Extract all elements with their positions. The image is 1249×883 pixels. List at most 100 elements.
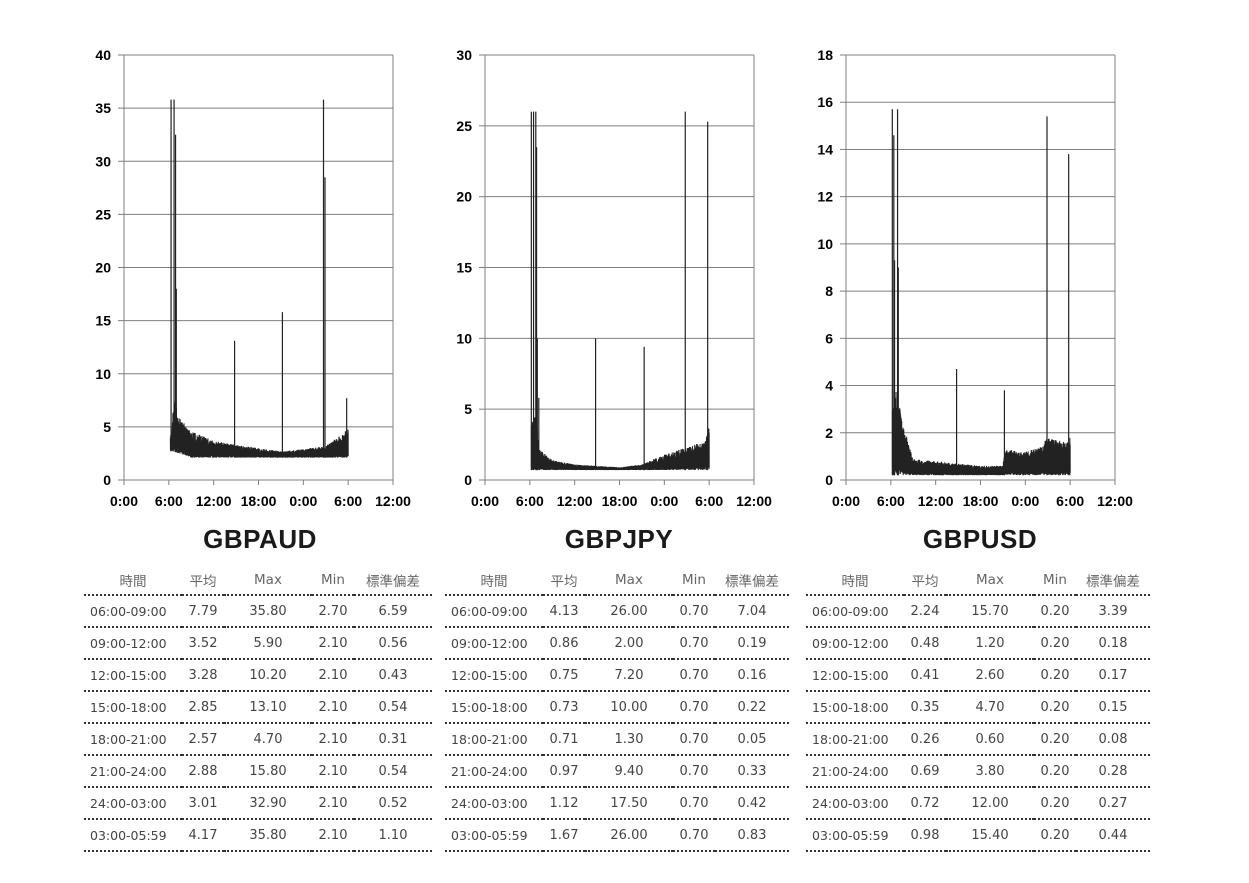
cell-time: 21:00-24:00 [806, 755, 904, 788]
cell-time: 12:00-15:00 [806, 659, 904, 692]
table-row: 15:00-18:00 2.85 13.10 2.10 0.54 [84, 691, 432, 724]
x-tick-label: 0:00 [1011, 493, 1039, 509]
x-tick-label: 12:00 [375, 493, 411, 509]
x-tick-label: 6:00 [516, 493, 544, 509]
cell-min: 2.70 [312, 594, 354, 628]
cell-max: 32.90 [224, 787, 312, 820]
y-tick-label: 14 [817, 141, 833, 157]
header-min: Min [1043, 572, 1067, 588]
x-tick-label: 18:00 [963, 493, 999, 509]
cell-max: 4.70 [224, 723, 312, 756]
cell-time: 21:00-24:00 [84, 755, 182, 788]
cell-min: 0.70 [673, 755, 715, 788]
y-tick-label: 0 [103, 472, 111, 488]
y-tick-label: 10 [95, 366, 111, 382]
cell-min: 2.10 [312, 755, 354, 788]
table-row: 03:00-05:59 1.67 26.00 0.70 0.83 [445, 819, 789, 852]
cell-max: 2.00 [585, 627, 673, 660]
cell-min: 2.10 [312, 819, 354, 852]
table-row: 12:00-15:00 0.41 2.60 0.20 0.17 [806, 659, 1150, 692]
table-row: 21:00-24:00 0.69 3.80 0.20 0.28 [806, 755, 1150, 788]
y-tick-label: 16 [817, 94, 833, 110]
table-row: 21:00-24:00 0.97 9.40 0.70 0.33 [445, 755, 789, 788]
cell-min: 0.20 [1034, 755, 1076, 788]
cell-stddev: 0.54 [354, 691, 432, 724]
y-tick-label: 0 [464, 472, 472, 488]
cell-min: 0.20 [1034, 627, 1076, 660]
cell-mean: 0.69 [904, 755, 946, 788]
cell-stddev: 0.05 [715, 723, 789, 756]
table-row: 15:00-18:00 0.73 10.00 0.70 0.22 [445, 691, 789, 724]
cell-min: 0.70 [673, 594, 715, 628]
header-min: Min [321, 572, 345, 588]
x-tick-label: 0:00 [289, 493, 317, 509]
cell-max: 13.10 [224, 691, 312, 724]
header-max: Max [976, 572, 1004, 588]
y-tick-label: 15 [95, 313, 111, 329]
header-max: Max [254, 572, 282, 588]
cell-stddev: 0.52 [354, 787, 432, 820]
cell-mean: 7.79 [182, 594, 224, 628]
table-row: 09:00-12:00 3.52 5.90 2.10 0.56 [84, 627, 432, 660]
cell-mean: 0.35 [904, 691, 946, 724]
chart-svg: 0 2 4 6 8 10 12 14 16 18 0:00 6:00 12:00 18:00 0:00 6:0… [817, 47, 1133, 509]
cell-stddev: 0.22 [715, 691, 789, 724]
table-header-row: 時間 平均 Max Min 標準偏差 [84, 566, 432, 595]
table-header-row: 時間 平均 Max Min 標準偏差 [445, 566, 789, 595]
chart-svg: 0 5 10 15 20 25 30 35 40 0:00 6:00 12:00 18:00 0:00 6:… [95, 47, 411, 509]
cell-max: 3.80 [946, 755, 1034, 788]
cell-time: 24:00-03:00 [806, 787, 904, 820]
cell-time: 12:00-15:00 [445, 659, 543, 692]
chart-title: GBPAUD [203, 524, 317, 554]
y-tick-label: 0 [825, 472, 833, 488]
cell-mean: 1.67 [543, 819, 585, 852]
cell-time: 09:00-12:00 [445, 627, 543, 660]
cell-mean: 0.98 [904, 819, 946, 852]
x-tick-label: 6:00 [334, 493, 362, 509]
x-tick-label: 18:00 [241, 493, 277, 509]
cell-stddev: 6.59 [354, 594, 432, 628]
chart-panel-gbpjpy: 0 5 10 15 20 25 30 0:00 6:00 12:00 18:00 0:00 6:00 12… [361, 0, 789, 883]
cell-mean: 2.57 [182, 723, 224, 756]
cell-mean: 3.52 [182, 627, 224, 660]
y-tick-label: 5 [103, 419, 111, 435]
x-tick-label: 0:00 [471, 493, 499, 509]
stats-table: 時間 平均 Max Min 標準偏差 06:00-09:00 4.13 26.00 0… [445, 566, 789, 852]
cell-max: 1.30 [585, 723, 673, 756]
cell-stddev: 0.56 [354, 627, 432, 660]
cell-max: 4.70 [946, 691, 1034, 724]
cell-stddev: 0.17 [1076, 659, 1150, 692]
y-tick-label: 10 [456, 330, 472, 346]
cell-time: 12:00-15:00 [84, 659, 182, 692]
y-tick-label: 8 [825, 283, 833, 299]
cell-time: 15:00-18:00 [806, 691, 904, 724]
header-stddev: 標準偏差 [725, 574, 779, 590]
cell-max: 35.80 [224, 594, 312, 628]
cell-max: 9.40 [585, 755, 673, 788]
cell-min: 0.20 [1034, 691, 1076, 724]
cell-time: 18:00-21:00 [84, 723, 182, 756]
cell-stddev: 0.33 [715, 755, 789, 788]
table-row: 09:00-12:00 0.86 2.00 0.70 0.19 [445, 627, 789, 660]
y-tick-label: 2 [825, 425, 833, 441]
table-row: 03:00-05:59 4.17 35.80 2.10 1.10 [84, 819, 432, 852]
cell-min: 2.10 [312, 659, 354, 692]
stats-table: 時間 平均 Max Min 標準偏差 06:00-09:00 2.24 15.70 0… [806, 566, 1150, 852]
cell-max: 15.70 [946, 594, 1034, 628]
cell-max: 35.80 [224, 819, 312, 852]
cell-max: 15.80 [224, 755, 312, 788]
series-line [169, 400, 349, 458]
cell-mean: 0.26 [904, 723, 946, 756]
cell-min: 0.20 [1034, 594, 1076, 628]
cell-min: 2.10 [312, 691, 354, 724]
cell-stddev: 0.54 [354, 755, 432, 788]
header-stddev: 標準偏差 [366, 574, 420, 590]
cell-mean: 0.72 [904, 787, 946, 820]
cell-stddev: 0.83 [715, 819, 789, 852]
x-tick-label: 18:00 [602, 493, 638, 509]
header-mean: 平均 [550, 574, 578, 590]
header-mean: 平均 [189, 574, 217, 590]
cell-stddev: 0.27 [1076, 787, 1150, 820]
cell-min: 0.70 [673, 819, 715, 852]
cell-time: 03:00-05:59 [445, 819, 543, 852]
